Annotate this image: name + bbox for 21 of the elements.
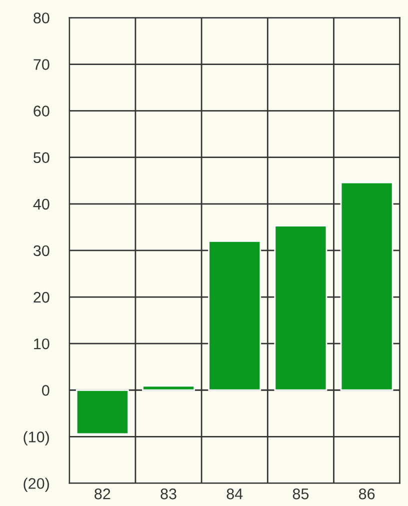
bar — [340, 182, 394, 391]
y-tick-label: 50 — [34, 152, 50, 164]
y-tick-label: 80 — [34, 12, 50, 24]
bar — [274, 225, 328, 391]
x-tick-label: 85 — [292, 488, 309, 500]
x-tick-label: 83 — [160, 488, 176, 500]
bar — [142, 385, 195, 391]
y-tick-label: 60 — [34, 106, 50, 116]
y-tick-label: 40 — [33, 198, 50, 210]
y-tick-label: 0 — [42, 384, 50, 396]
y-tick-label: 20 — [34, 292, 50, 303]
y-tick-label: 70 — [34, 59, 50, 70]
y-tick-label: (10) — [24, 431, 49, 446]
x-tick-label: 82 — [94, 488, 110, 500]
y-tick-label: 30 — [34, 245, 50, 256]
bar — [208, 240, 262, 391]
y-tick-label: 10 — [34, 338, 50, 350]
x-tick-label: 84 — [226, 488, 243, 500]
x-tick-label: 86 — [358, 488, 375, 500]
bar — [76, 389, 129, 435]
y-tick-label: (20) — [24, 478, 49, 492]
